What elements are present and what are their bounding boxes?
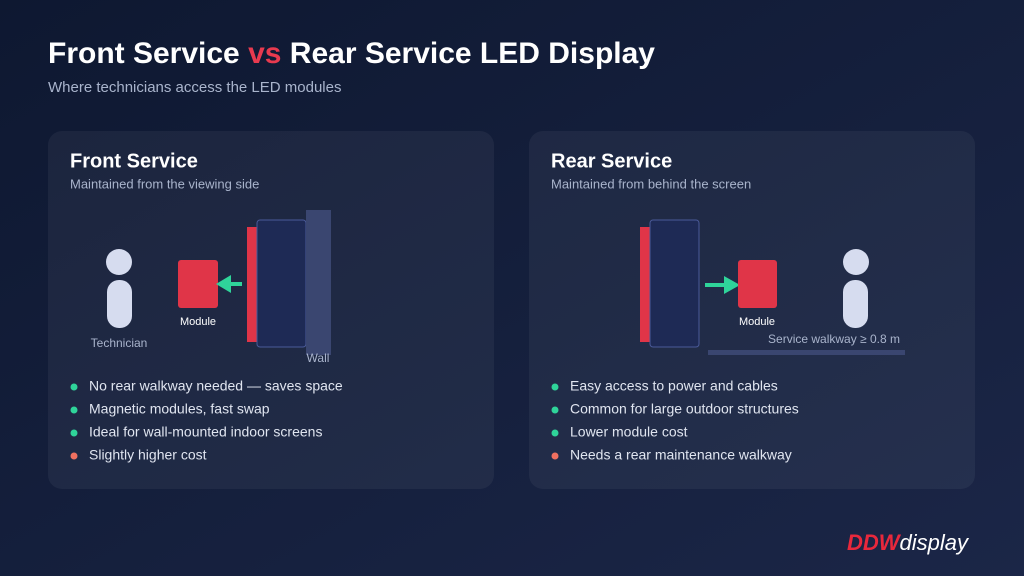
- module-label: Module: [739, 316, 775, 328]
- bullet-dot: [551, 452, 559, 460]
- title: Front Service vs Rear Service LED Displa…: [48, 37, 655, 70]
- bullet: Needs a rear maintenance walkway: [570, 447, 792, 463]
- logo-brand: DDW: [847, 530, 902, 555]
- title-vs: vs: [248, 37, 281, 70]
- panel-subtitle: Maintained from the viewing side: [70, 176, 259, 191]
- technician-label: Technician: [91, 336, 148, 350]
- bullet-dot: [551, 383, 559, 391]
- arrow-head: [724, 276, 740, 294]
- bullet-dot: [70, 383, 78, 391]
- bullet-dot: [70, 452, 78, 460]
- panel: [529, 131, 975, 489]
- wall-label: Wall: [307, 351, 330, 365]
- screen: [256, 219, 307, 348]
- bullet-dot: [551, 406, 559, 414]
- bullet-dot: [70, 406, 78, 414]
- panel-title: Front Service: [70, 150, 198, 172]
- bullet: No rear walkway needed — saves space: [89, 378, 343, 394]
- bullet-list: Easy access to power and cables Common f…: [551, 378, 799, 463]
- bullet: Magnetic modules, fast swap: [89, 401, 270, 417]
- logo-word: display: [900, 530, 970, 555]
- module: [738, 260, 777, 308]
- arrow-head: [216, 275, 231, 293]
- led-face: [640, 227, 650, 342]
- person-head: [843, 249, 869, 275]
- panel-title: Rear Service: [551, 150, 672, 172]
- bullet-list: No rear walkway needed — saves space Mag…: [70, 378, 343, 463]
- bullet: Easy access to power and cables: [570, 378, 778, 394]
- walkway-label: Service walkway ≥ 0.8 m: [768, 332, 900, 346]
- title-part: Front Service: [48, 37, 240, 70]
- person-body: [843, 280, 868, 328]
- bullet-dot: [70, 429, 78, 437]
- bullet: Lower module cost: [570, 424, 688, 440]
- person-body: [107, 280, 132, 328]
- module: [178, 260, 218, 308]
- logo: DDWdisplay: [847, 530, 970, 555]
- panel-subtitle: Maintained from behind the screen: [551, 176, 751, 191]
- screen: [649, 219, 700, 348]
- subtitle: Where technicians access the LED modules: [48, 79, 341, 96]
- wall: [306, 210, 331, 355]
- bullet: Slightly higher cost: [89, 447, 207, 463]
- person-head: [106, 249, 132, 275]
- bullet: Ideal for wall-mounted indoor screens: [89, 424, 322, 440]
- module-label: Module: [180, 316, 216, 328]
- bullet-dot: [551, 429, 559, 437]
- walkway: [708, 350, 905, 355]
- led-face: [247, 227, 257, 342]
- title-part: Rear Service LED Display: [290, 37, 656, 70]
- bullet: Common for large outdoor structures: [570, 401, 799, 417]
